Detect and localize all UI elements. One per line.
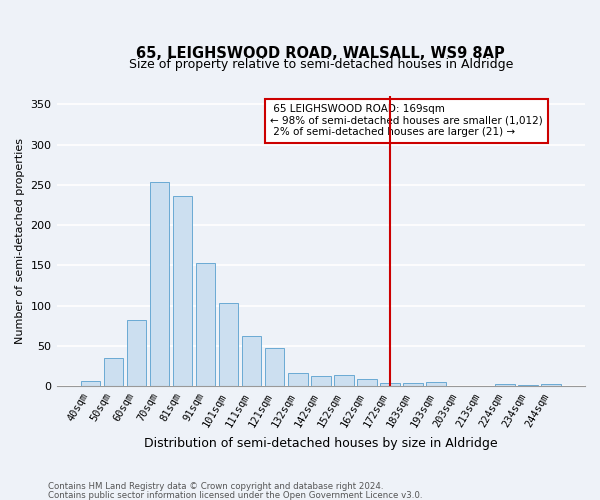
Bar — [496, 384, 515, 386]
Bar — [334, 375, 353, 386]
Bar — [357, 379, 377, 386]
Title: Size of property relative to semi-detached houses in Aldridge: Size of property relative to semi-detach… — [128, 58, 513, 71]
Text: 65, LEIGHSWOOD ROAD, WALSALL, WS9 8AP: 65, LEIGHSWOOD ROAD, WALSALL, WS9 8AP — [136, 46, 505, 62]
Bar — [403, 383, 423, 386]
Bar — [80, 382, 100, 386]
Text: 65 LEIGHSWOOD ROAD: 169sqm
← 98% of semi-detached houses are smaller (1,012)
 2%: 65 LEIGHSWOOD ROAD: 169sqm ← 98% of semi… — [270, 104, 543, 138]
Text: Contains public sector information licensed under the Open Government Licence v3: Contains public sector information licen… — [48, 490, 422, 500]
Bar — [265, 348, 284, 387]
Bar — [127, 320, 146, 386]
Bar — [219, 304, 238, 386]
Bar — [518, 384, 538, 386]
X-axis label: Distribution of semi-detached houses by size in Aldridge: Distribution of semi-detached houses by … — [144, 437, 497, 450]
Text: Contains HM Land Registry data © Crown copyright and database right 2024.: Contains HM Land Registry data © Crown c… — [48, 482, 383, 491]
Bar — [426, 382, 446, 386]
Y-axis label: Number of semi-detached properties: Number of semi-detached properties — [15, 138, 25, 344]
Bar — [311, 376, 331, 386]
Bar — [541, 384, 561, 386]
Bar — [104, 358, 123, 386]
Bar — [149, 182, 169, 386]
Bar — [242, 336, 262, 386]
Bar — [173, 196, 193, 386]
Bar — [380, 383, 400, 386]
Bar — [288, 374, 308, 386]
Bar — [196, 263, 215, 386]
